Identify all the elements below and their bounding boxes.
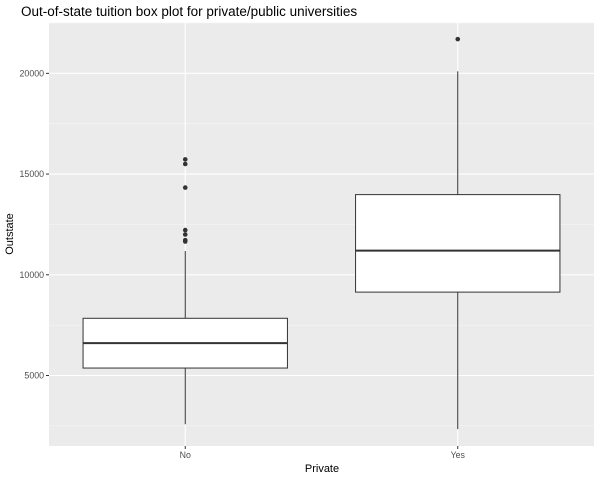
outlier-point (182, 161, 188, 167)
outlier-point (182, 185, 188, 190)
y-tick-label: 15000 (20, 169, 45, 179)
x-axis: No Yes (180, 446, 466, 460)
chart-title: Out-of-state tuition box plot for privat… (21, 4, 357, 19)
y-tick-label: 10000 (20, 270, 45, 280)
outlier-point (182, 227, 188, 233)
y-axis: 5000 10000 15000 20000 (20, 68, 49, 381)
x-tick-label: No (180, 450, 191, 460)
box-no (82, 157, 288, 425)
box-series (82, 36, 561, 430)
outlier-point (455, 36, 461, 42)
box-iqr (355, 194, 561, 293)
outlier-point (182, 157, 188, 162)
y-tick-label: 20000 (20, 68, 45, 78)
y-axis-title: Outstate (4, 213, 16, 255)
outlier-point (182, 239, 188, 244)
outlier-point (182, 232, 188, 237)
x-tick-label: Yes (451, 450, 466, 460)
x-axis-title: Private (305, 463, 339, 475)
box-yes (355, 36, 561, 430)
y-tick-label: 5000 (24, 371, 44, 381)
